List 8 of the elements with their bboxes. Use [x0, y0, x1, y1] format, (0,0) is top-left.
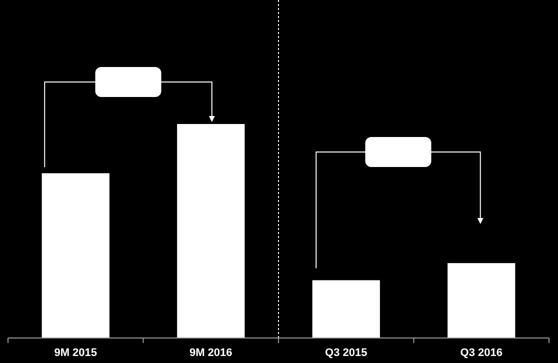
x-tick-label: 9M 2015 [54, 347, 98, 359]
x-tick-label: 9M 2016 [189, 347, 232, 359]
x-tick-label: Q3 2016 [460, 347, 502, 359]
bar [177, 124, 245, 338]
bar [42, 173, 110, 338]
bar [448, 263, 516, 338]
x-tick-label: Q3 2015 [325, 347, 368, 359]
bar [312, 280, 380, 338]
